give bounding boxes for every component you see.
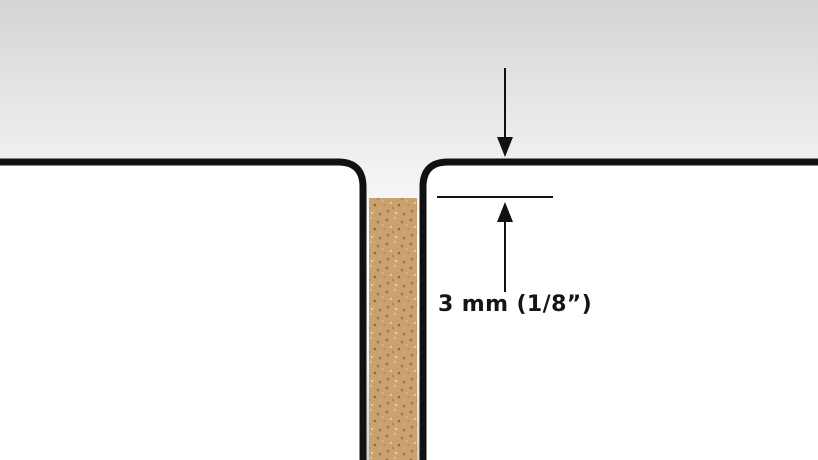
left-panel xyxy=(0,162,363,460)
joint-filler xyxy=(369,198,417,460)
right-panel-outline xyxy=(419,158,818,460)
dimension-label: 3 mm (1/8”) xyxy=(438,292,593,317)
left-panel-outline xyxy=(0,158,367,460)
right-panel xyxy=(423,162,818,460)
dimension-bottom-arrowhead xyxy=(497,202,513,222)
dimension-top-arrowhead xyxy=(497,137,513,157)
